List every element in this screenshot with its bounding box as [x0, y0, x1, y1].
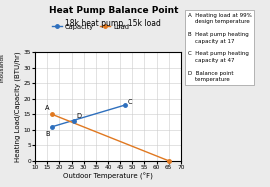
Text: C: C	[128, 99, 132, 105]
Text: Heat Pump Balance Point: Heat Pump Balance Point	[49, 6, 178, 15]
Line: Capacity: Capacity	[50, 103, 127, 128]
Text: A  Heating load at 99%
    design temperature

B  Heat pump heating
    capacity: A Heating load at 99% design temperature…	[188, 13, 251, 82]
Text: A: A	[45, 105, 50, 111]
Text: B: B	[45, 131, 50, 137]
Y-axis label: Heating Load/Capacity (BTU/hr): Heating Load/Capacity (BTU/hr)	[14, 51, 21, 162]
Capacity	[123, 104, 127, 106]
Load	[167, 160, 170, 162]
Text: Thousands: Thousands	[1, 55, 5, 84]
Load	[50, 113, 54, 115]
Text: D: D	[77, 113, 82, 119]
X-axis label: Outdoor Temperature (°F): Outdoor Temperature (°F)	[63, 173, 153, 180]
Legend: Capacity, Load: Capacity, Load	[49, 21, 132, 32]
Text: 18k heat pump, 15k load: 18k heat pump, 15k load	[65, 19, 161, 28]
Line: Load: Load	[50, 113, 170, 163]
Capacity	[50, 126, 54, 128]
